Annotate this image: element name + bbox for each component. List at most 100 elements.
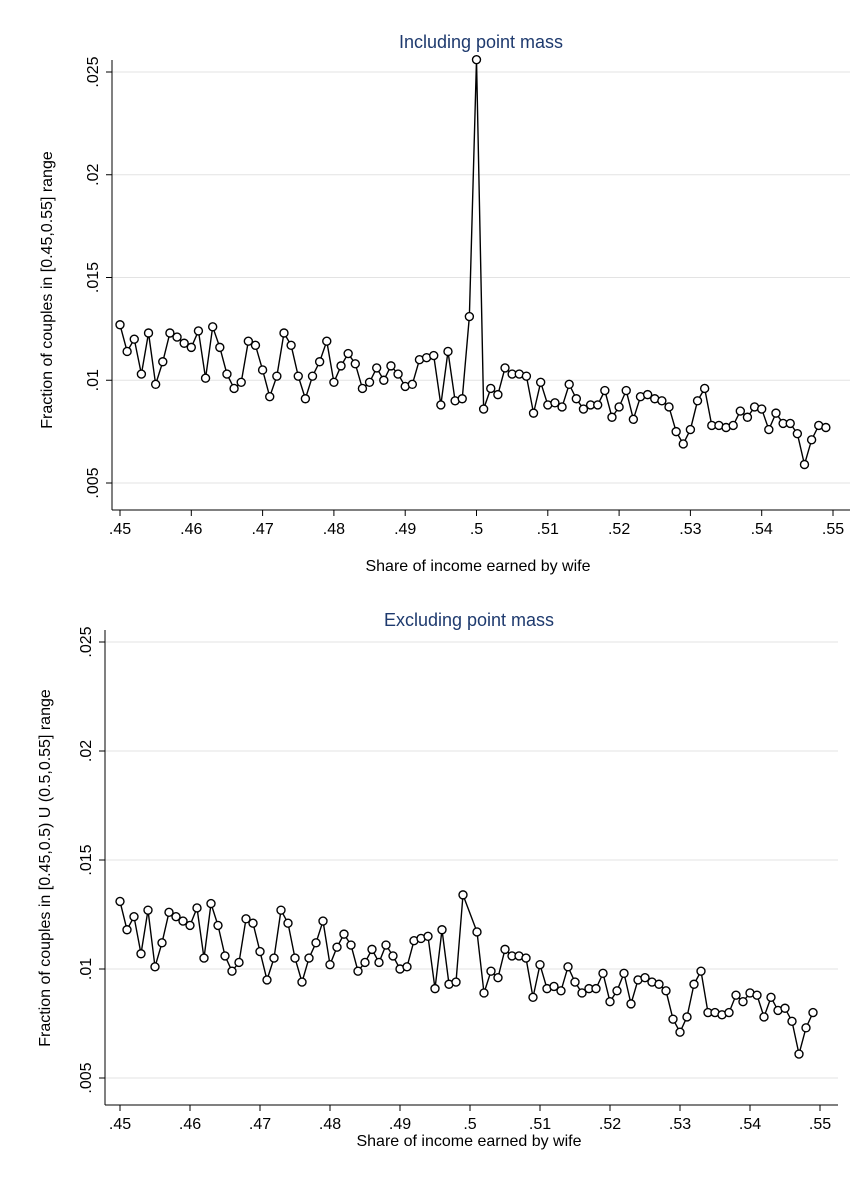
data-point — [322, 336, 332, 346]
data-point — [272, 371, 282, 381]
data-point — [759, 1012, 769, 1022]
data-point — [471, 54, 482, 65]
data-point — [381, 940, 391, 950]
data-point — [307, 371, 318, 381]
data-point — [297, 977, 307, 987]
data-point — [402, 962, 412, 972]
data-point — [457, 394, 467, 404]
data-point — [150, 379, 161, 390]
data-point — [564, 379, 574, 390]
data-point — [607, 412, 617, 422]
data-point — [486, 383, 496, 394]
data-point — [192, 903, 202, 913]
data-point — [343, 348, 353, 359]
chart-panel-including-point-mass: Including point mass Share of income ear… — [39, 32, 850, 575]
chart-panel-excluding-point-mass: Excluding point mass Share of income ear… — [37, 610, 838, 1150]
data-point — [806, 435, 817, 445]
x-tick-label: .54 — [751, 521, 773, 538]
x-tick-label: .53 — [679, 521, 701, 538]
data-point — [801, 1023, 811, 1033]
y-tick-label: .02 — [85, 164, 102, 186]
y-tick-label: .025 — [78, 626, 95, 657]
data-series — [115, 890, 818, 1059]
data-point — [757, 404, 767, 414]
data-point — [115, 896, 125, 907]
data-point — [472, 927, 482, 937]
data-point — [193, 326, 204, 336]
data-point — [682, 1012, 692, 1022]
data-point — [213, 920, 223, 931]
data-point — [393, 369, 403, 379]
y-axis-label: Fraction of couples in [0.45,0.5) U (0.5… — [37, 689, 54, 1047]
data-point — [451, 977, 461, 987]
data-point — [300, 394, 311, 404]
data-point — [535, 377, 546, 388]
x-tick-label: .45 — [109, 521, 131, 538]
data-point — [549, 981, 559, 992]
x-tick-label: .51 — [537, 521, 559, 538]
data-point — [122, 346, 132, 357]
data-point — [430, 983, 440, 994]
data-point — [178, 916, 188, 926]
data-point — [314, 357, 325, 367]
x-tick-label: .47 — [249, 1116, 271, 1133]
data-point — [735, 406, 746, 416]
data-point — [329, 377, 339, 388]
data-point — [234, 957, 244, 968]
data-point — [357, 383, 368, 394]
data-point — [248, 918, 258, 928]
data-point — [577, 988, 587, 998]
data-point — [379, 375, 389, 385]
data-point — [724, 1007, 734, 1018]
x-tick-label: .45 — [109, 1116, 131, 1133]
data-point — [675, 1027, 685, 1037]
y-tick-label: .005 — [78, 1062, 95, 1093]
data-point — [685, 424, 696, 435]
data-point — [336, 361, 346, 371]
data-point — [115, 320, 125, 330]
data-point — [668, 1014, 678, 1024]
data-point — [293, 371, 303, 381]
chart-title: Excluding point mass — [384, 610, 554, 630]
data-point — [731, 990, 741, 1000]
y-tick-label: .025 — [85, 56, 102, 87]
data-point — [157, 938, 167, 948]
x-tick-label: .46 — [179, 1116, 201, 1133]
data-point — [600, 385, 610, 396]
data-point — [269, 953, 279, 963]
x-tick-label: .5 — [470, 521, 483, 538]
data-point — [612, 986, 622, 996]
data-point — [179, 338, 189, 348]
x-tick-label: .5 — [463, 1116, 476, 1133]
data-point — [286, 340, 296, 351]
data-point — [657, 396, 667, 406]
chart-title: Including point mass — [399, 32, 563, 52]
data-point — [464, 311, 475, 322]
data-point — [364, 377, 375, 388]
x-axis-label: Share of income earned by wife — [365, 558, 590, 575]
x-tick-label: .55 — [809, 1116, 831, 1133]
data-point — [143, 905, 153, 915]
data-point — [550, 398, 560, 408]
data-point — [787, 1016, 797, 1027]
data-point — [598, 968, 608, 979]
y-tick-label: .01 — [78, 958, 95, 980]
x-tick-label: .46 — [180, 521, 202, 538]
data-point — [500, 944, 510, 955]
data-point — [346, 940, 356, 950]
data-point — [443, 346, 453, 357]
data-point — [671, 426, 681, 437]
data-point — [591, 983, 601, 994]
y-tick-label: .02 — [78, 740, 95, 762]
data-point — [423, 931, 433, 941]
data-point — [186, 342, 197, 353]
data-point — [678, 439, 688, 449]
data-point — [150, 962, 160, 972]
data-point — [129, 911, 139, 922]
x-tick-label: .52 — [599, 1116, 621, 1133]
data-point — [171, 911, 181, 922]
data-point — [353, 966, 363, 976]
data-point — [792, 428, 803, 439]
data-point — [654, 979, 664, 989]
data-point — [236, 377, 246, 388]
